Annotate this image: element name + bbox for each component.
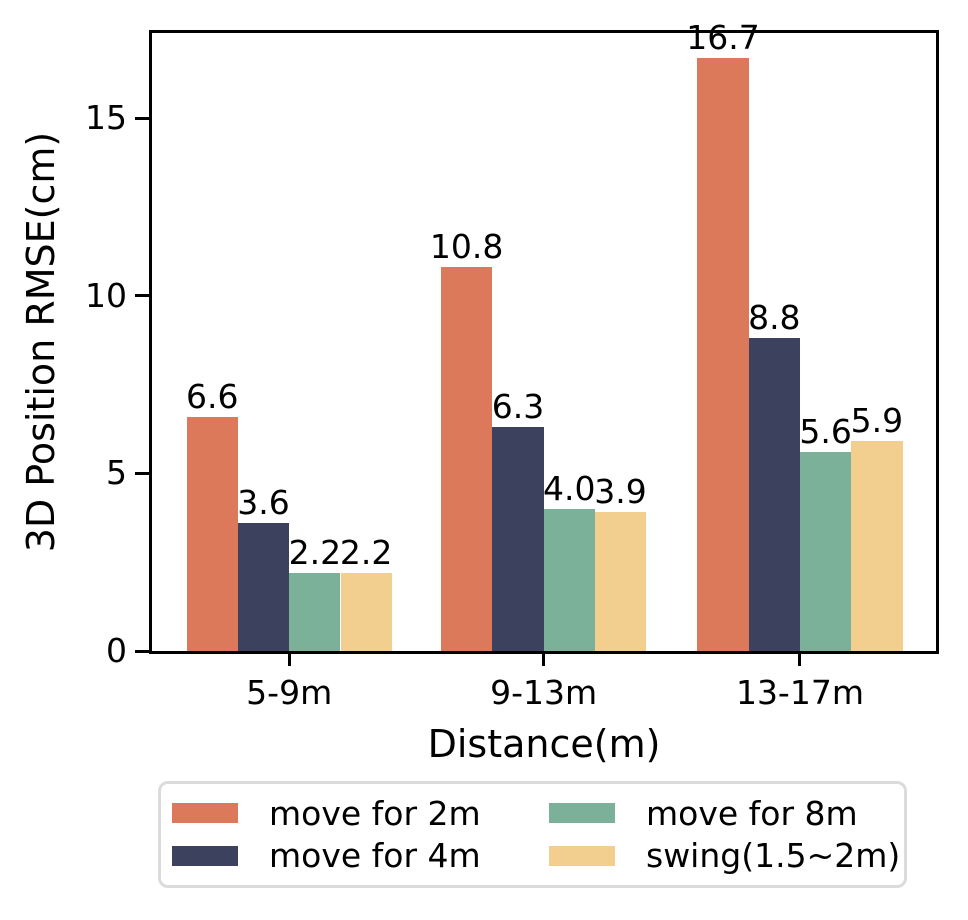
x-tick-mark — [542, 654, 546, 666]
legend-label: swing(1.5~2m) — [646, 836, 901, 876]
y-tick-label: 15 — [85, 98, 127, 138]
legend-item: move for 4m — [172, 839, 549, 872]
bar-value-label: 2.2 — [288, 532, 342, 572]
y-tick-label: 5 — [106, 453, 127, 493]
bar-value-label: 4.0 — [543, 468, 596, 508]
bar — [492, 427, 544, 651]
bar-value-label: 5.6 — [799, 412, 852, 452]
y-tick-mark — [135, 649, 149, 653]
x-tick-label: 9-13m — [490, 673, 598, 712]
bar-value-label: 3.6 — [237, 483, 290, 523]
legend-swatch — [549, 845, 615, 866]
legend-item: move for 8m — [549, 797, 900, 830]
bar — [697, 57, 749, 651]
bar — [594, 512, 647, 651]
y-tick-mark — [135, 116, 149, 120]
bar-value-label: 2.2 — [339, 532, 393, 572]
legend-label: move for 4m — [269, 836, 481, 876]
x-axis-label: Distance(m) — [427, 722, 661, 766]
plot-inner: 6.6 3.6 2.2 2.2 10.8 6.3 4.0 3.9 16.7 8.8 5.6 5.9 — [152, 21, 936, 651]
bar — [186, 416, 238, 651]
bar-value-label: 3.9 — [594, 472, 647, 512]
plot-area: 6.6 3.6 2.2 2.2 10.8 6.3 4.0 3.9 16.7 8.8 5.6 5.9 — [149, 21, 939, 654]
legend-swatch — [549, 803, 615, 824]
bar — [851, 441, 903, 651]
bar-value-label: 16.7 — [686, 17, 760, 57]
y-tick-label: 10 — [85, 275, 127, 315]
legend-swatch — [172, 845, 238, 866]
legend-item: swing(1.5~2m) — [549, 839, 900, 872]
legend: move for 2m move for 4m move for 8m swing(1… — [158, 781, 907, 888]
y-tick-mark — [135, 294, 149, 298]
bar-value-label: 5.9 — [850, 401, 904, 441]
x-tick-mark — [287, 654, 291, 666]
legend-label: move for 2m — [269, 793, 481, 833]
legend-swatch — [172, 803, 238, 824]
bar — [237, 523, 290, 651]
bar — [748, 338, 800, 651]
x-tick-mark — [798, 654, 802, 666]
x-tick-label: 5-9m — [246, 673, 333, 712]
bar-value-label: 6.3 — [491, 387, 545, 427]
y-tick-label: 0 — [106, 631, 127, 670]
bar — [543, 508, 595, 651]
legend-item: move for 2m — [172, 797, 549, 830]
x-tick-label: 13-17m — [735, 673, 864, 712]
bar — [799, 452, 852, 651]
bar-value-label: 10.8 — [429, 227, 504, 267]
bar — [289, 572, 341, 651]
y-tick-mark — [135, 471, 149, 475]
bar — [441, 267, 493, 651]
bar — [340, 572, 392, 651]
legend-label: move for 8m — [646, 793, 858, 833]
bar-value-label: 8.8 — [748, 298, 801, 338]
bar-value-label: 6.6 — [186, 376, 239, 416]
